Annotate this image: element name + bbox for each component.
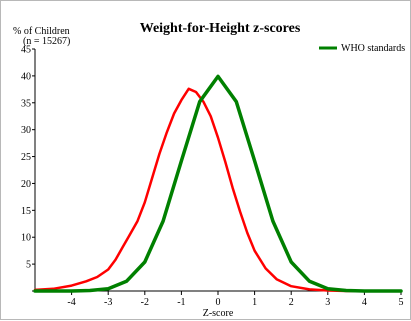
- y-tick-label: 5: [26, 260, 31, 271]
- y-tick-label: 35: [21, 98, 31, 109]
- x-tick-label: 1: [252, 297, 257, 308]
- y-tick-label: 45: [21, 45, 31, 56]
- x-tick-label: -3: [104, 297, 112, 308]
- y-tick-label: 40: [21, 71, 31, 82]
- y-axis-label: % of Children: [13, 26, 70, 37]
- series-line-who-standards: [33, 74, 403, 293]
- x-tick-label: -2: [141, 297, 149, 308]
- legend-label: WHO standards: [341, 43, 405, 54]
- sample-size-note: (n = 15267): [23, 36, 70, 47]
- x-tick-label: -1: [177, 297, 185, 308]
- x-tick-label: 5: [399, 297, 404, 308]
- x-axis-label: Z-score: [203, 308, 234, 319]
- x-tick-label: 3: [325, 297, 330, 308]
- y-tick-label: 10: [21, 233, 31, 244]
- y-tick-label: 20: [21, 179, 31, 190]
- series-line-observed: [33, 87, 403, 293]
- x-tick-label: 0: [216, 297, 221, 308]
- y-tick-label: 25: [21, 152, 31, 163]
- chart-title: Weight-for-Height z-scores: [140, 21, 301, 36]
- x-tick-label: -4: [67, 297, 75, 308]
- x-tick-label: 2: [289, 297, 294, 308]
- y-tick-label: 15: [21, 206, 31, 217]
- y-tick-label: 30: [21, 125, 31, 136]
- x-tick-label: 4: [362, 297, 367, 308]
- series-group: [33, 74, 403, 293]
